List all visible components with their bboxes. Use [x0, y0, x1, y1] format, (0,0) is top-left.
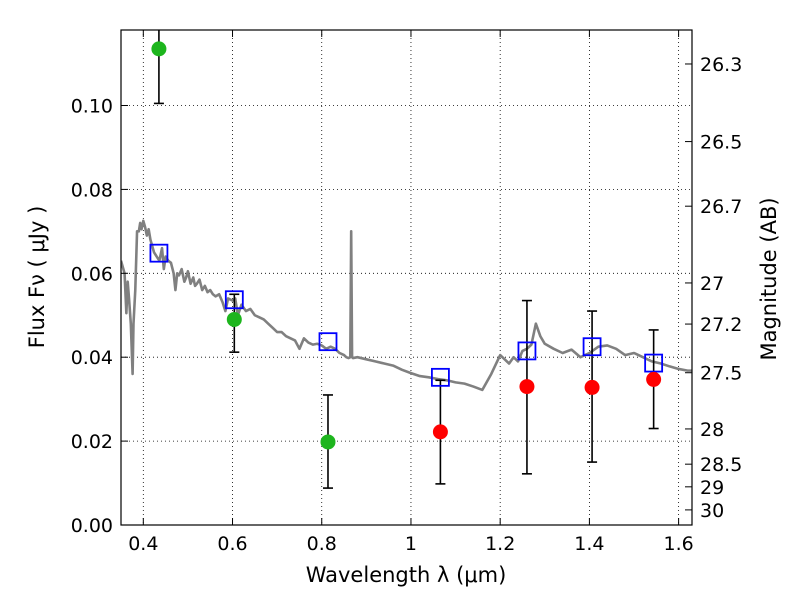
x-tick-label: 0.4	[128, 533, 158, 555]
right-tick-label: 27.2	[700, 314, 742, 336]
right-tick-label: 27	[700, 273, 724, 295]
right-tick-label: 29	[700, 477, 724, 499]
grid	[121, 30, 692, 526]
model-photometry-square	[431, 367, 450, 387]
x-tick-label: 1.2	[485, 533, 515, 555]
upper-limit-point	[519, 379, 535, 395]
right-tick-label: 26.7	[700, 196, 742, 218]
right-tick-label: 26.3	[700, 54, 742, 76]
x-tick-label: 0.6	[217, 533, 247, 555]
y-axis-title: Flux Fν ( μJy )	[25, 206, 49, 349]
model-photometry-square	[644, 353, 664, 373]
y-tick-label: 0.02	[71, 431, 113, 453]
model-photometry-square	[582, 337, 602, 357]
right-tick-label: 26.5	[700, 132, 742, 154]
y-tick-label: 0.08	[71, 179, 113, 201]
y-tick-label: 0.04	[71, 347, 113, 369]
x-axis-title: Wavelength λ (μm)	[306, 563, 507, 587]
detection-point	[320, 434, 336, 450]
right-tick-label: 28.5	[700, 454, 742, 476]
x-tick-label: 0.8	[307, 533, 337, 555]
measured-flux-markers	[151, 41, 662, 450]
model-photometry-square	[224, 290, 244, 310]
detection-point	[151, 41, 167, 57]
upper-limit-point	[584, 379, 600, 395]
y-tick-label: 0.06	[71, 263, 113, 285]
x-tick-label: 1.4	[574, 533, 604, 555]
x-tick-label: 1.6	[664, 533, 694, 555]
x-tick-label: 1	[405, 533, 417, 555]
model-photometry-square	[517, 341, 537, 361]
right-tick-label: 28	[700, 419, 724, 441]
y-tick-label: 0.10	[71, 96, 113, 118]
right-tick-label: 30	[700, 500, 724, 522]
error-bars	[153, 30, 659, 489]
model-photometry-markers	[149, 243, 664, 387]
model-spectrum	[121, 219, 692, 392]
right-tick-label: 27.5	[700, 363, 742, 385]
spectrum-line	[121, 219, 692, 392]
axis-ticks	[121, 30, 692, 526]
upper-limit-point	[646, 371, 662, 387]
y-tick-label: 0.00	[71, 515, 113, 537]
right-axis-title: Magnitude (AB)	[757, 197, 781, 360]
model-photometry-square	[149, 243, 169, 263]
upper-limit-point	[432, 424, 448, 440]
plot-frame	[120, 29, 693, 526]
tick-labels: 0.4 0.6 0.8 1 1.2 1.4 1.6 0.00 0.02 0.04 0.06 0.08 0…	[71, 54, 743, 555]
detection-point	[226, 311, 242, 327]
model-photometry-square	[318, 332, 338, 352]
